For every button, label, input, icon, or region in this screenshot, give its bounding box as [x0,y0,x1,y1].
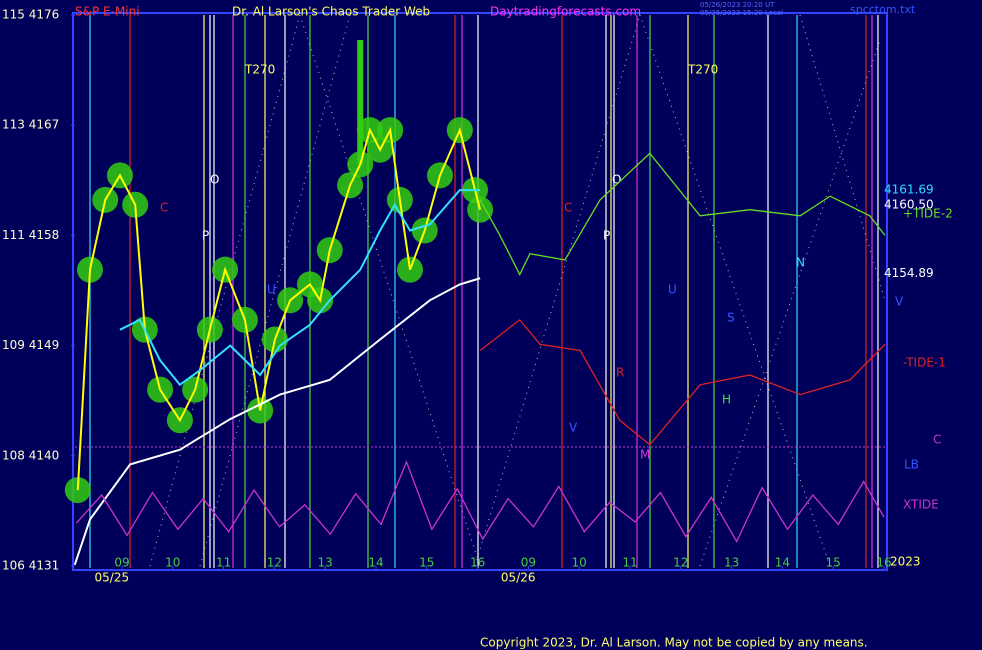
x-tick-label: 10 [165,556,180,570]
y-tick-label: 115 4176 [2,8,59,22]
x-tick-label: 16 [470,556,485,570]
annotation: N [796,256,805,270]
x-tick-label: 09 [521,556,536,570]
x-tick-label: 16 [876,556,891,570]
x-tick-label: 13 [724,556,739,570]
label: LB [904,458,919,472]
x-tick-label: 09 [114,556,129,570]
annotation: U [267,283,276,297]
x-tick-label: 14 [775,556,790,570]
x-tick-label: 15 [419,556,434,570]
y-tick-label: 108 4140 [2,448,59,462]
x-tick-label: 15 [826,556,841,570]
annotation: T270 [244,63,275,77]
series-line [73,277,481,566]
series-line [479,152,886,277]
annotation: P [202,229,209,243]
y-tick-label: 111 4158 [2,228,59,242]
timestamp: 05/26/2023 20:20 UT [700,1,775,9]
date-label: 05/26 [501,571,536,585]
chart-title: Dr. Al Larson's Chaos Trader Web [232,5,430,19]
annotation: T270 [687,63,718,77]
symbol: S&P E-Mini [75,5,140,19]
y-tick-label: 106 4131 [2,559,59,573]
legend-label: XTIDE [903,498,939,512]
y-tick-label: 113 4167 [2,118,59,132]
x-tick-label: 11 [622,556,637,570]
site: Daytradingforecasts.com [490,5,641,19]
annotation: M [640,448,650,462]
price-level: 4161.69 [884,183,934,197]
series-line [76,126,482,491]
annotation: U [668,283,677,297]
annotation: R [616,366,624,380]
series-line [119,189,481,387]
legend-label: +TIDE-2 [903,207,953,221]
copyright: Copyright 2023, Dr. Al Larson. May not b… [480,636,868,650]
annotation: H [722,393,731,407]
annotation: S [727,311,735,325]
x-tick-label: 12 [673,556,688,570]
legend-label: -TIDE-1 [903,356,946,370]
plot-frame [72,12,888,571]
file-name: spcctom.txt [850,3,916,16]
year: 2023 [890,555,921,569]
series-line [479,318,886,446]
dotted-line [299,14,481,567]
x-tick-label: 13 [318,556,333,570]
annotation: O [612,173,621,187]
x-tick-label: 10 [572,556,587,570]
annotation: C [160,201,168,215]
series-line [75,460,885,543]
date-label: 05/25 [95,571,130,585]
annotation: C [564,201,572,215]
label: C [933,433,941,447]
y-tick-label: 109 4149 [2,338,59,352]
x-tick-label: 12 [267,556,282,570]
timestamp: 05/26/2023 15:20 Local [700,9,783,17]
annotation: V [569,421,578,435]
label: V [895,295,904,309]
price-level: 4154.89 [884,266,934,280]
annotation: P [603,229,610,243]
annotation: O [210,173,219,187]
x-tick-label: 11 [216,556,231,570]
x-tick-label: 14 [368,556,383,570]
price-level: 4160.50 [884,197,934,211]
